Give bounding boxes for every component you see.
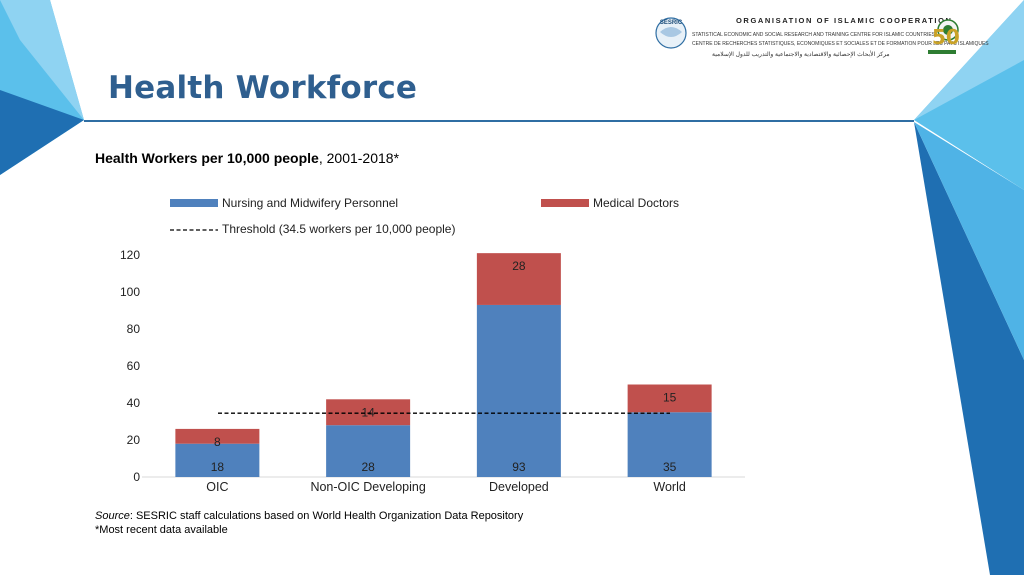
org-name: ORGANISATION OF ISLAMIC COOPERATION — [736, 16, 953, 25]
right-side-light — [914, 122, 1024, 360]
y-tick-label: 80 — [127, 322, 141, 336]
data-label-nursing: 93 — [512, 460, 526, 474]
bar-nursing — [627, 412, 712, 477]
legend-label-nursing: Nursing and Midwifery Personnel — [222, 196, 398, 210]
data-label-doctors: 14 — [361, 405, 375, 419]
data-label-doctors: 8 — [214, 435, 221, 449]
legend-label-doctors: Medical Doctors — [593, 196, 679, 210]
chart-title-main: Health Workers per 10,000 people — [95, 150, 319, 166]
bar-group: 18 8 28 14 93 28 35 15 — [175, 253, 712, 477]
sesric-logo-icon: SESRIC — [655, 17, 687, 49]
x-category-label: Non-OIC Developing — [310, 480, 425, 494]
x-category-label: OIC — [206, 480, 228, 494]
data-label-doctors: 15 — [663, 391, 677, 405]
bar-nursing — [476, 304, 561, 477]
left-corner-mid — [0, 0, 84, 120]
left-corner-dark — [0, 90, 84, 175]
x-category-label: Developed — [489, 480, 549, 494]
organization-header: SESRIC ORGANISATION OF ISLAMIC COOPERATI… — [652, 12, 989, 64]
data-label-nursing: 18 — [211, 460, 225, 474]
y-tick-label: 40 — [127, 396, 141, 410]
bar-doctors — [476, 253, 561, 305]
y-tick-label: 20 — [127, 433, 141, 447]
y-tick-label: 120 — [120, 248, 140, 262]
sesric-logo-text: SESRIC — [660, 20, 683, 26]
oic-50-text: 50 — [932, 25, 960, 49]
chart-title-period: , 2001-2018* — [318, 150, 400, 166]
org-line-english: STATISTICAL ECONOMIC AND SOCIAL RESEARCH… — [692, 32, 935, 38]
legend-label-threshold: Threshold (34.5 workers per 10,000 peopl… — [222, 222, 455, 236]
x-axis-categories: OIC Non-OIC Developing Developed World — [206, 480, 686, 494]
bar-doctors — [326, 399, 411, 426]
oic-50-anniversary-logo-icon: 50 — [928, 19, 960, 54]
bar-nursing — [175, 443, 260, 477]
chart-title: Health Workers per 10,000 people, 2001-2… — [95, 150, 399, 166]
x-category-label: World — [653, 480, 685, 494]
y-tick-label: 100 — [120, 285, 140, 299]
bar-doctors — [627, 384, 712, 413]
data-label-doctors: 28 — [512, 259, 526, 273]
legend-swatch-doctors — [541, 199, 589, 207]
footnote: *Most recent data available — [95, 524, 228, 536]
org-line-arabic: مركز الأبحاث الإحصائية والاقتصادية والاج… — [712, 52, 890, 58]
y-axis: 0 20 40 60 80 100 120 — [120, 248, 140, 484]
source-note: Source: SESRIC staff calculations based … — [95, 510, 523, 522]
page-title: Health Workforce — [108, 70, 418, 106]
org-line-french: CENTRE DE RECHERCHES STATISTIQUES, ECONO… — [692, 41, 989, 47]
legend: Nursing and Midwifery Personnel Medical … — [170, 196, 679, 236]
right-side-dark — [914, 122, 1024, 575]
bar-nursing — [326, 425, 411, 477]
y-tick-label: 60 — [127, 359, 141, 373]
data-label-nursing: 28 — [361, 460, 375, 474]
source-text: : SESRIC staff calculations based on Wor… — [129, 510, 524, 522]
y-tick-label: 0 — [133, 470, 140, 484]
data-label-nursing: 35 — [663, 460, 677, 474]
header-divider — [84, 120, 914, 122]
bar-doctors — [175, 428, 260, 444]
legend-swatch-nursing — [170, 199, 218, 207]
source-label: Source — [95, 510, 130, 522]
right-corner-mid — [914, 0, 1024, 120]
